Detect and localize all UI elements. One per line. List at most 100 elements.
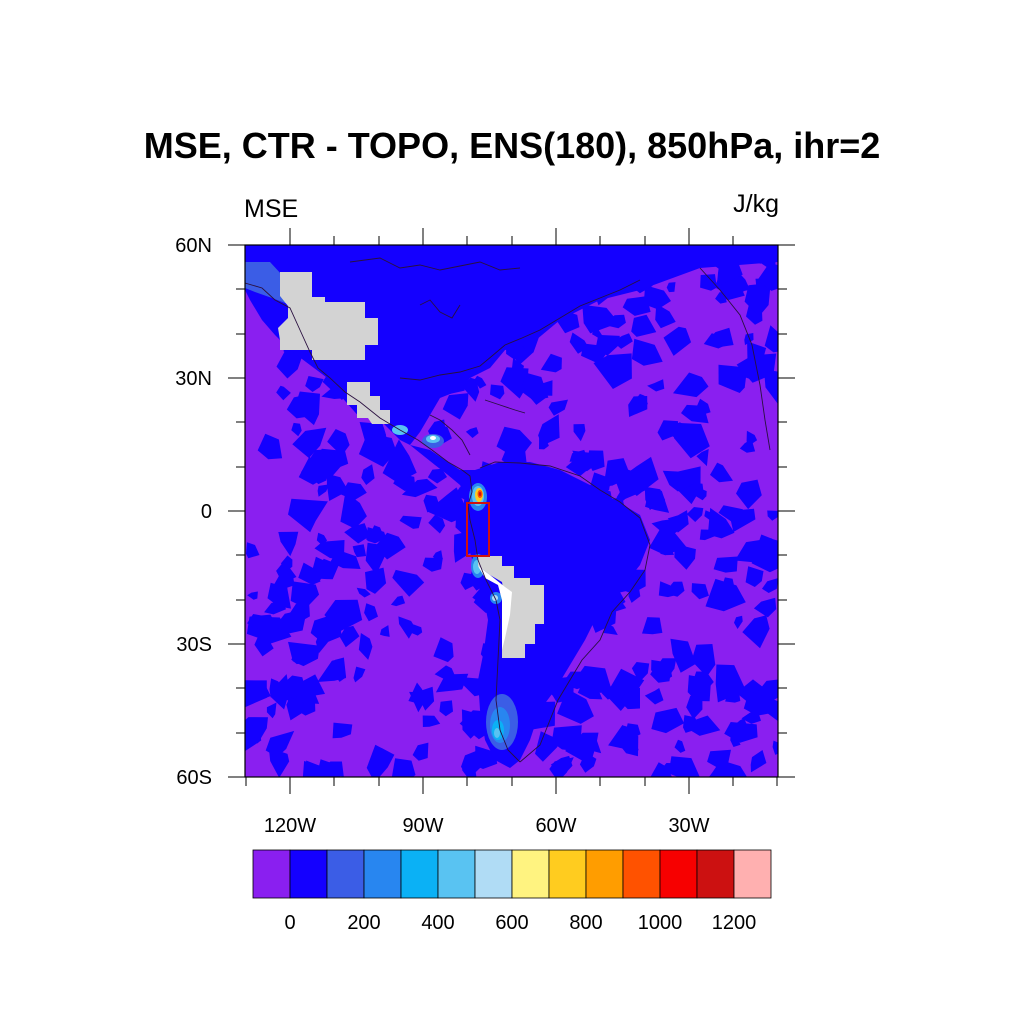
contour-patch <box>310 612 342 644</box>
contour-patch <box>601 685 618 700</box>
contour-patch <box>772 740 778 755</box>
contour-patch <box>647 379 665 392</box>
contour-patch <box>663 326 692 356</box>
contour-patch <box>605 668 645 711</box>
lon-label: 120W <box>264 815 316 837</box>
contour-patch <box>710 462 733 483</box>
patagonia-highlight <box>486 694 518 750</box>
contour-patch <box>762 578 778 593</box>
contour-patch <box>565 732 599 766</box>
contour-patch <box>371 426 387 438</box>
tick-marks <box>228 228 795 794</box>
contour-patch <box>433 637 454 663</box>
contour-patch <box>670 638 696 673</box>
contour-patch <box>539 437 549 450</box>
latitude-labels: 60N 30N 0 30S 60S <box>175 235 212 789</box>
contour-patch <box>657 420 680 441</box>
contour-patch <box>673 372 709 398</box>
contour-patch <box>353 666 366 683</box>
lon-label: 90W <box>402 815 443 837</box>
contour-patch <box>288 498 328 533</box>
colorbar-labels: 0 200 400 600 800 1000 1200 <box>284 912 756 934</box>
colorbar-swatch <box>363 849 402 899</box>
contour-patch <box>274 586 288 598</box>
contour-patch <box>278 531 299 557</box>
contour-patch <box>392 569 425 597</box>
contour-patch <box>753 597 777 618</box>
contour-patch <box>365 567 387 594</box>
contour-patch <box>270 674 290 710</box>
contour-patch <box>728 508 756 532</box>
contour-patch <box>332 722 353 739</box>
contour-patch <box>693 671 714 693</box>
contour-patch <box>490 384 505 400</box>
contour-patch <box>417 696 429 707</box>
contour-patch <box>737 361 759 379</box>
contour-patch <box>474 375 487 389</box>
contour-patch <box>569 332 589 354</box>
contour-patch <box>742 615 770 649</box>
contour-patch <box>744 283 771 317</box>
contour-patch <box>674 543 696 570</box>
colorbar-swatch <box>511 849 550 899</box>
contour-patch <box>390 595 406 607</box>
contour-patch <box>367 525 385 544</box>
contour-patch <box>631 314 657 337</box>
contour-patch <box>461 748 486 777</box>
lon-label: 60W <box>535 815 576 837</box>
contour-patch <box>435 673 469 693</box>
colorbar-swatch <box>437 849 476 899</box>
contour-patch <box>356 587 371 598</box>
contour-patch <box>582 304 619 334</box>
colorbar-label: 0 <box>284 912 295 934</box>
contour-patch <box>399 515 422 529</box>
colorbar-swatch <box>659 849 698 899</box>
contour-patch <box>704 510 719 520</box>
contour-patch <box>247 614 263 630</box>
contour-patch <box>686 691 703 720</box>
colorbar <box>252 849 772 899</box>
contour-patch <box>681 404 709 424</box>
contour-patch <box>734 615 743 629</box>
contour-patch <box>321 387 346 399</box>
contour-patch <box>291 422 302 437</box>
contour-patch <box>767 510 778 521</box>
rockies-missing <box>278 272 378 360</box>
contour-patch <box>290 581 320 609</box>
andes-missing <box>478 556 544 658</box>
colorbar-swatch <box>548 849 587 899</box>
contour-patch <box>266 702 277 719</box>
contour-patch <box>703 333 730 349</box>
contour-patch <box>412 742 429 761</box>
guatemala-highlight <box>422 434 444 448</box>
contour-patch <box>401 478 438 498</box>
contour-patch <box>736 479 762 510</box>
contour-patch <box>391 758 416 777</box>
contour-patch <box>725 688 741 703</box>
contour-patch <box>577 684 603 700</box>
contour-patch <box>339 625 360 648</box>
contour-patch <box>691 487 707 501</box>
contour-patch <box>757 262 778 291</box>
contour-patch <box>352 544 367 558</box>
contour-patch <box>442 393 469 420</box>
contour-patch <box>294 391 320 426</box>
coastlines <box>245 257 771 763</box>
contour-patch <box>619 569 646 594</box>
contour-patch <box>602 314 626 329</box>
contour-patch <box>666 282 676 293</box>
contour-patch <box>274 608 308 634</box>
contour-patch <box>296 674 325 697</box>
contour-patch <box>327 429 350 456</box>
colorbar-label: 1000 <box>638 912 683 934</box>
contour-patch <box>763 369 778 405</box>
contour-patch <box>691 583 709 600</box>
contour-patch <box>686 507 704 522</box>
contour-patch <box>696 449 709 467</box>
colorbar-swatch <box>252 849 291 899</box>
contour-patch <box>379 625 390 637</box>
colorbar-swatch <box>585 849 624 899</box>
north-america-field <box>245 245 778 445</box>
contour-patch <box>247 591 258 600</box>
